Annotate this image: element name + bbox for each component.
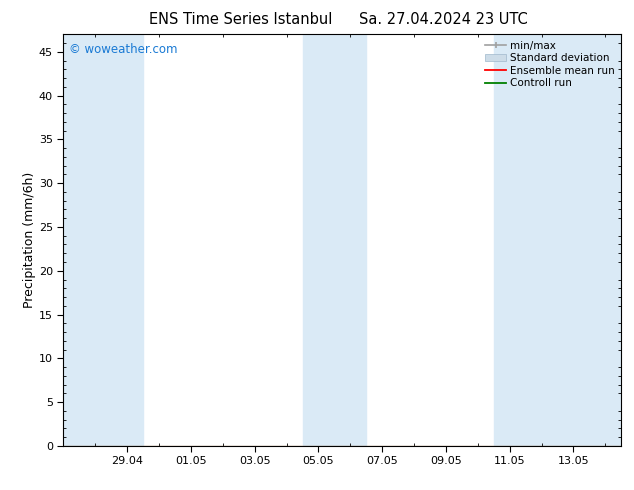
Legend: min/max, Standard deviation, Ensemble mean run, Controll run: min/max, Standard deviation, Ensemble me… xyxy=(484,40,616,89)
Text: Sa. 27.04.2024 23 UTC: Sa. 27.04.2024 23 UTC xyxy=(359,12,528,27)
Y-axis label: Precipitation (mm/6h): Precipitation (mm/6h) xyxy=(23,172,36,308)
Bar xyxy=(63,34,143,446)
Bar xyxy=(302,34,366,446)
Bar xyxy=(494,34,621,446)
Text: ENS Time Series Istanbul: ENS Time Series Istanbul xyxy=(149,12,333,27)
Text: © woweather.com: © woweather.com xyxy=(69,43,178,55)
